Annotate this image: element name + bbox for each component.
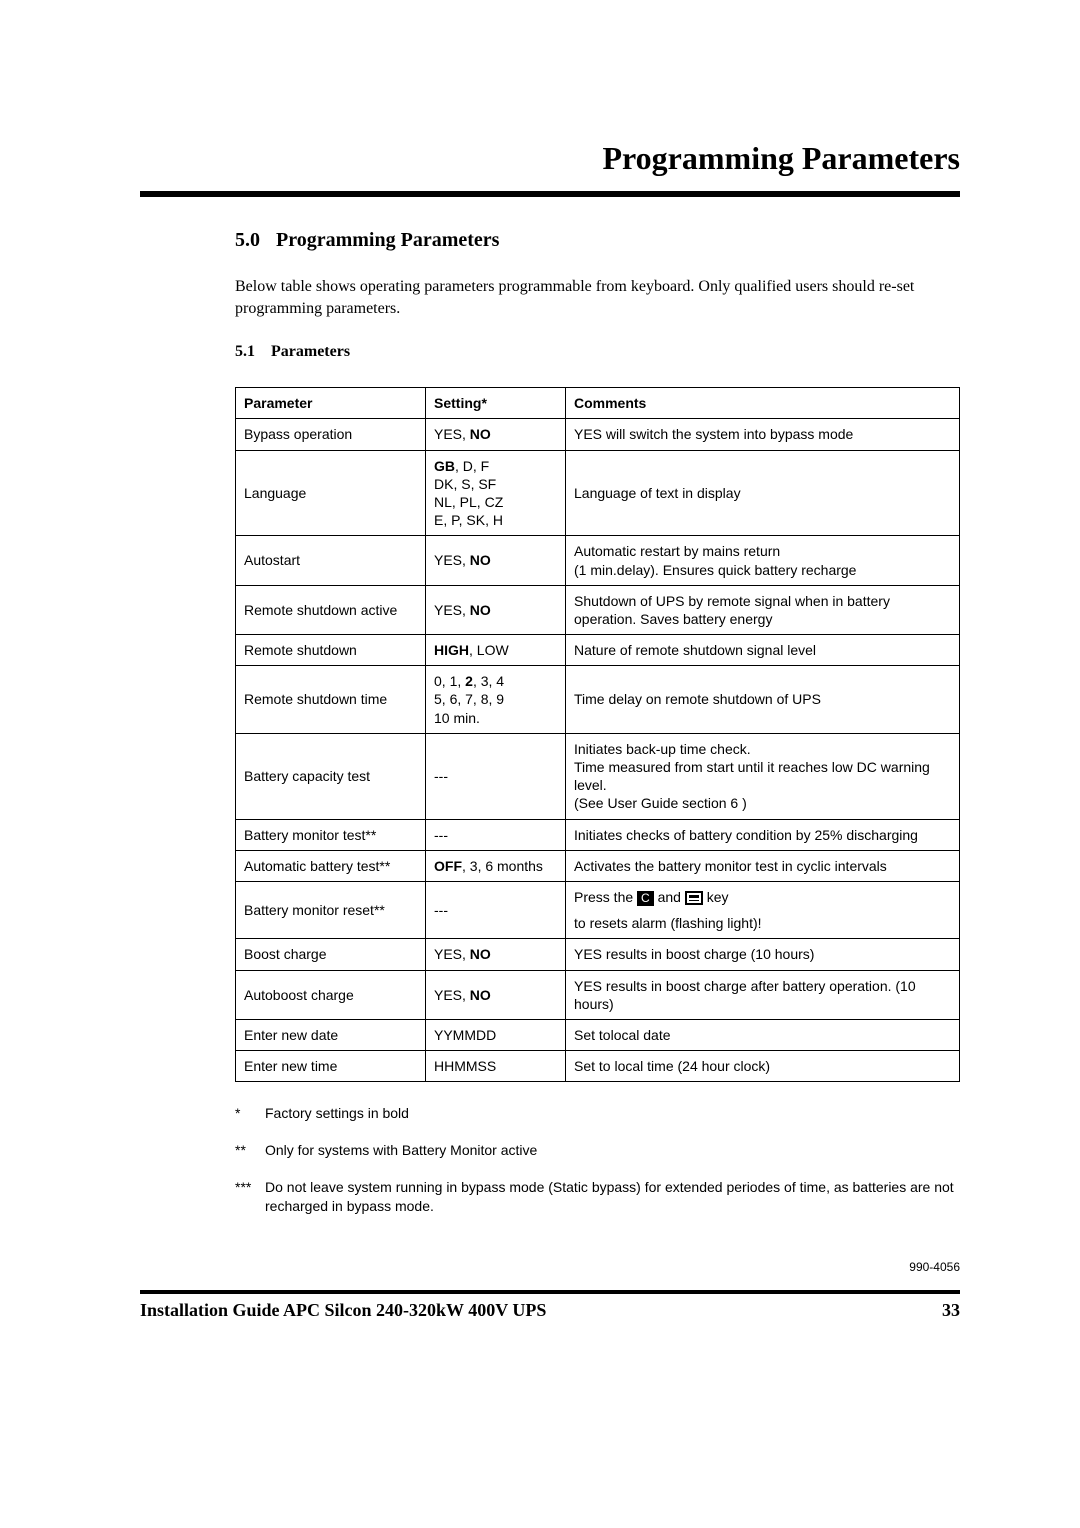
table-row: Remote shutdownHIGH, LOWNature of remote…: [236, 635, 960, 666]
cell-comments: Set to local time (24 hour clock): [566, 1051, 960, 1082]
footnote-text: Do not leave system running in bypass mo…: [265, 1178, 960, 1216]
page-footer: Installation Guide APC Silcon 240-320kW …: [140, 1300, 960, 1321]
cell-comments: Set tolocal date: [566, 1019, 960, 1050]
cell-parameter: Bypass operation: [236, 419, 426, 450]
cell-comments: Time delay on remote shutdown of UPS: [566, 666, 960, 734]
cell-comments: Language of text in display: [566, 450, 960, 536]
subsection-title-text: Parameters: [271, 343, 350, 360]
table-row: Enter new timeHHMMSSSet to local time (2…: [236, 1051, 960, 1082]
footer-rule: [140, 1290, 960, 1294]
cell-setting: OFF, 3, 6 months: [426, 850, 566, 881]
section-title-text: Programming Parameters: [276, 229, 499, 251]
cell-setting: GB, D, FDK, S, SFNL, PL, CZE, P, SK, H: [426, 450, 566, 536]
cell-setting: HIGH, LOW: [426, 635, 566, 666]
cell-comments: Initiates back-up time check.Time measur…: [566, 733, 960, 819]
subsection-number: 5.1: [235, 343, 255, 361]
cell-comments: Shutdown of UPS by remote signal when in…: [566, 585, 960, 634]
cell-parameter: Remote shutdown: [236, 635, 426, 666]
table-row: Battery monitor reset**---Press the C an…: [236, 881, 960, 938]
table-row: Automatic battery test**OFF, 3, 6 months…: [236, 850, 960, 881]
footnote: **Only for systems with Battery Monitor …: [235, 1141, 960, 1160]
table-row: Remote shutdown activeYES, NOShutdown of…: [236, 585, 960, 634]
table-header-row: Parameter Setting* Comments: [236, 388, 960, 419]
cell-setting: YES, NO: [426, 939, 566, 970]
subsection-heading: 5.1 Parameters: [235, 343, 960, 361]
document-code: 990-4056: [909, 1260, 960, 1274]
cell-comments: Initiates checks of battery condition by…: [566, 819, 960, 850]
parameters-table: Parameter Setting* Comments Bypass opera…: [235, 387, 960, 1082]
cell-setting: YYMMDD: [426, 1019, 566, 1050]
cell-setting: ---: [426, 819, 566, 850]
cell-setting: 0, 1, 2, 3, 45, 6, 7, 8, 910 min.: [426, 666, 566, 734]
cell-comments: Automatic restart by mains return(1 min.…: [566, 536, 960, 585]
footer-title: Installation Guide APC Silcon 240-320kW …: [140, 1300, 546, 1321]
col-setting: Setting*: [426, 388, 566, 419]
cell-comments: Press the C and keyto resets alarm (flas…: [566, 881, 960, 938]
cell-setting: ---: [426, 733, 566, 819]
cell-comments: YES results in boost charge after batter…: [566, 970, 960, 1019]
table-row: Remote shutdown time0, 1, 2, 3, 45, 6, 7…: [236, 666, 960, 734]
footnote-mark: *: [235, 1104, 265, 1123]
table-row: Bypass operationYES, NOYES will switch t…: [236, 419, 960, 450]
c-key-icon: C: [637, 891, 654, 906]
cell-parameter: Language: [236, 450, 426, 536]
header-rule: [140, 191, 960, 197]
cell-parameter: Enter new date: [236, 1019, 426, 1050]
footnote: *Factory settings in bold: [235, 1104, 960, 1123]
footer-page-number: 33: [942, 1300, 960, 1321]
intro-text: Below table shows operating parameters p…: [235, 276, 960, 319]
cell-parameter: Enter new time: [236, 1051, 426, 1082]
footnote-mark: ***: [235, 1178, 265, 1216]
cell-parameter: Autoboost charge: [236, 970, 426, 1019]
cell-setting: YES, NO: [426, 536, 566, 585]
cell-parameter: Boost charge: [236, 939, 426, 970]
footnote-text: Only for systems with Battery Monitor ac…: [265, 1141, 960, 1160]
cell-setting: YES, NO: [426, 585, 566, 634]
cell-setting: HHMMSS: [426, 1051, 566, 1082]
table-row: AutostartYES, NOAutomatic restart by mai…: [236, 536, 960, 585]
table-row: Boost chargeYES, NOYES results in boost …: [236, 939, 960, 970]
cell-parameter: Remote shutdown time: [236, 666, 426, 734]
col-parameter: Parameter: [236, 388, 426, 419]
footnote: ***Do not leave system running in bypass…: [235, 1178, 960, 1216]
section-heading: 5.0 Programming Parameters: [235, 229, 960, 252]
cell-parameter: Battery monitor reset**: [236, 881, 426, 938]
cell-setting: ---: [426, 881, 566, 938]
section-number: 5.0: [235, 229, 260, 252]
cell-parameter: Autostart: [236, 536, 426, 585]
table-row: Enter new dateYYMMDDSet tolocal date: [236, 1019, 960, 1050]
footnote-text: Factory settings in bold: [265, 1104, 960, 1123]
cell-setting: YES, NO: [426, 419, 566, 450]
table-row: Autoboost chargeYES, NOYES results in bo…: [236, 970, 960, 1019]
cell-parameter: Automatic battery test**: [236, 850, 426, 881]
cell-parameter: Battery monitor test**: [236, 819, 426, 850]
page-header-title: Programming Parameters: [140, 140, 960, 177]
col-comments: Comments: [566, 388, 960, 419]
table-row: Battery capacity test---Initiates back-u…: [236, 733, 960, 819]
table-row: LanguageGB, D, FDK, S, SFNL, PL, CZE, P,…: [236, 450, 960, 536]
cell-parameter: Remote shutdown active: [236, 585, 426, 634]
cell-comments: Activates the battery monitor test in cy…: [566, 850, 960, 881]
grid-key-icon: [685, 891, 703, 905]
cell-parameter: Battery capacity test: [236, 733, 426, 819]
cell-comments: Nature of remote shutdown signal level: [566, 635, 960, 666]
footnotes: *Factory settings in bold**Only for syst…: [235, 1104, 960, 1216]
cell-comments: YES will switch the system into bypass m…: [566, 419, 960, 450]
footnote-mark: **: [235, 1141, 265, 1160]
cell-setting: YES, NO: [426, 970, 566, 1019]
table-row: Battery monitor test**---Initiates check…: [236, 819, 960, 850]
cell-comments: YES results in boost charge (10 hours): [566, 939, 960, 970]
